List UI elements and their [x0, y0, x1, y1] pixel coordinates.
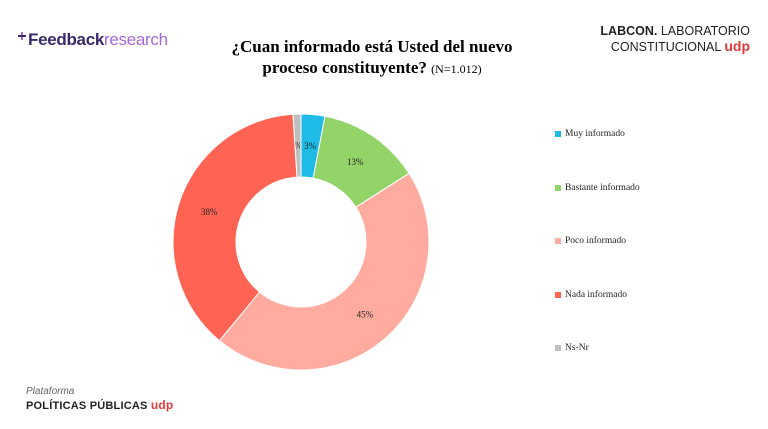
legend-item-nada-informado: Nada informado — [555, 289, 640, 301]
legend-label: Ns-Nr — [565, 343, 589, 353]
legend-label: Poco informado — [565, 236, 626, 246]
legend-label: Bastante informado — [565, 182, 640, 193]
legend-swatch — [555, 131, 561, 137]
data-label-poco-informado: 45% — [357, 309, 374, 319]
logo-text-feedback: Feedback — [28, 30, 105, 49]
data-label-bastante-informado: 13% — [347, 157, 364, 167]
labcon-name: LABCON. — [600, 24, 658, 38]
legend-swatch — [555, 345, 561, 351]
legend-item-bastante-informado: Bastante informado — [555, 182, 640, 194]
udp-logo: udp — [724, 38, 750, 54]
legend-item-poco-informado: Poco informado — [555, 235, 640, 247]
slice-nada-informado — [172, 113, 298, 342]
footer-logo: Plataforma POLÍTICAS PÚBLICAS udp — [26, 386, 173, 413]
feedback-research-logo: Feedback research — [18, 30, 168, 50]
chart-title: ¿Cuan informado está Usted del nuevo pro… — [231, 37, 513, 77]
legend-item-muy-informado: Muy informado — [555, 128, 640, 140]
legend-item-ns-nr: Ns-Nr — [555, 342, 640, 354]
labcon-line2: CONSTITUCIONAL — [610, 40, 725, 54]
logo-text-research: research — [104, 30, 168, 49]
footer-udp-logo: udp — [150, 398, 174, 412]
data-label-muy-informado: 3% — [304, 141, 317, 151]
data-label-ns-nr: 1% — [290, 141, 303, 151]
legend-label: Nada informado — [565, 289, 627, 300]
logo-plus-icon — [18, 32, 26, 40]
legend-label: Muy informado — [565, 129, 625, 139]
chart-subtitle: (N=1.012) — [431, 62, 482, 76]
labcon-line1: LABORATORIO — [657, 24, 750, 38]
legend-swatch — [555, 238, 561, 244]
legend-swatch — [555, 291, 561, 298]
slice-poco-informado — [218, 172, 430, 371]
footer-politicas: POLÍTICAS PÚBLICAS — [26, 400, 151, 412]
labcon-logo: LABCON. LABORATORIO CONSTITUCIONAL udp — [600, 24, 750, 55]
chart-legend: Muy informado Bastante informado Poco info… — [555, 128, 640, 396]
legend-swatch — [555, 184, 561, 191]
chart-title-block: ¿Cuan informado está Usted del nuevo pro… — [222, 36, 522, 80]
footer-plataforma: Plataforma — [26, 386, 75, 397]
data-label-nada-informado: 38% — [201, 207, 218, 217]
